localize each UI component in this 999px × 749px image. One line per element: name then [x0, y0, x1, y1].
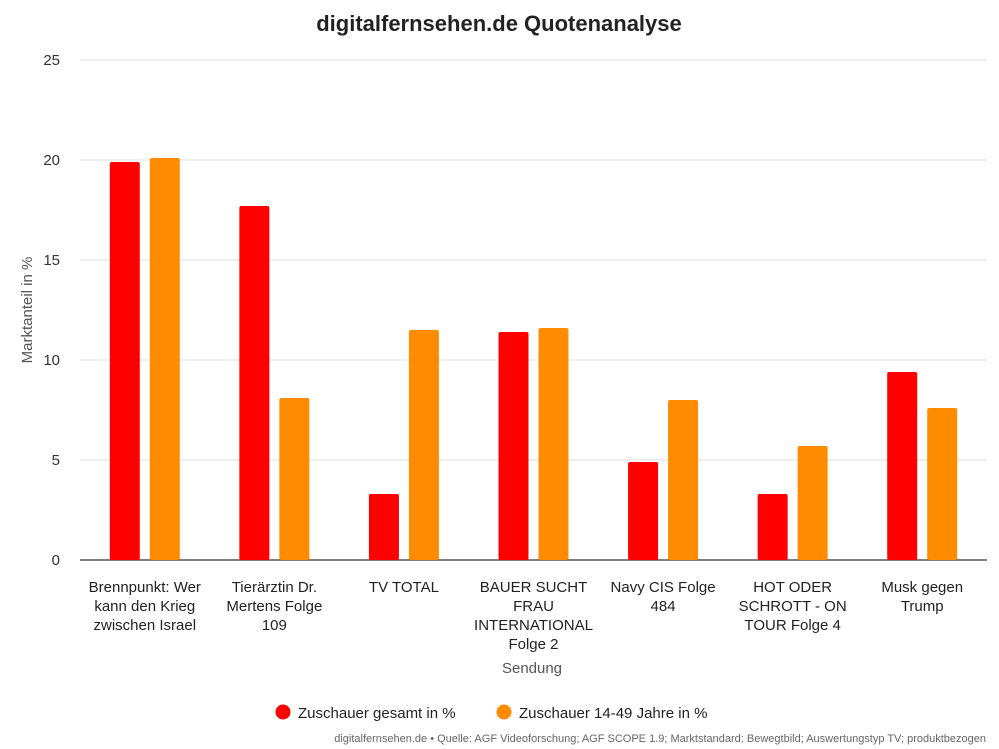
x-axis-tick-labels: Brennpunkt: Wer kann den Krieg zwischen Is…	[89, 579, 963, 653]
x-tick-label: HOT ODER SCHROTT - ON TOUR Folge 4	[739, 579, 847, 634]
y-tick-label: 0	[52, 552, 60, 569]
bar-gesamt-5	[628, 462, 659, 560]
bar-gesamt-6	[757, 494, 788, 560]
bar-14-49-4	[538, 328, 569, 560]
x-tick-label: Brennpunkt: Wer kann den Krieg zwischen Is…	[89, 579, 201, 634]
bar-14-49-5	[668, 400, 699, 560]
legend-label: Zuschauer 14-49 Jahre in %	[519, 705, 707, 722]
chart-title: digitalfernsehen.de Quotenanalyse	[316, 11, 682, 36]
bar-gesamt-1	[109, 162, 140, 560]
grid-lines	[80, 59, 987, 561]
bars	[109, 158, 958, 560]
x-tick-label: Navy CIS Folge 484	[611, 579, 716, 615]
bar-14-49-7	[927, 408, 958, 560]
bar-gesamt-4	[498, 332, 529, 560]
source-footer: digitalfernsehen.de • Quelle: AGF Videof…	[334, 733, 986, 745]
bar-gesamt-2	[239, 206, 270, 560]
legend-marker-14-49	[496, 704, 512, 720]
y-tick-label: 15	[43, 252, 60, 269]
bar-14-49-2	[279, 398, 310, 560]
bar-14-49-3	[408, 330, 439, 560]
y-axis-title: Marktanteil in %	[19, 257, 36, 364]
legend: Zuschauer gesamt in % Zuschauer 14-49 Jah…	[275, 704, 707, 722]
legend-marker-gesamt	[275, 704, 291, 720]
y-tick-label: 25	[43, 52, 60, 69]
y-tick-label: 10	[43, 352, 60, 369]
y-tick-label: 20	[43, 152, 60, 169]
x-tick-label: BAUER SUCHT FRAU INTERNATIONAL Folge 2	[474, 579, 593, 653]
bar-14-49-1	[149, 158, 180, 560]
y-tick-label: 5	[52, 452, 60, 469]
x-tick-label: Musk gegen Trump	[881, 579, 963, 615]
bar-14-49-6	[797, 446, 828, 560]
y-axis-ticks: 0 5 10 15 20 25	[43, 52, 60, 569]
bar-gesamt-3	[368, 494, 399, 560]
legend-label: Zuschauer gesamt in %	[298, 705, 456, 722]
x-axis-title: Sendung	[502, 660, 562, 677]
bar-gesamt-7	[887, 372, 918, 560]
x-tick-label: TV TOTAL	[369, 579, 439, 596]
x-tick-label: Tierärztin Dr. Mertens Folge 109	[226, 579, 322, 634]
